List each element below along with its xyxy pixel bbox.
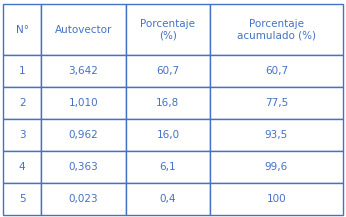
Bar [3, 151, 41, 183]
Bar [41, 55, 126, 87]
Bar [210, 183, 343, 215]
Text: 3,642: 3,642 [68, 66, 98, 76]
Text: 16,8: 16,8 [156, 98, 180, 108]
Text: 6,1: 6,1 [160, 162, 176, 172]
Text: Autovector: Autovector [54, 25, 112, 35]
Bar [210, 4, 343, 55]
Bar [126, 183, 210, 215]
Text: 1,010: 1,010 [68, 98, 98, 108]
Bar [210, 151, 343, 183]
Bar [210, 119, 343, 151]
Bar [41, 119, 126, 151]
Bar [3, 183, 41, 215]
Bar [126, 4, 210, 55]
Bar [3, 119, 41, 151]
Text: 0,023: 0,023 [68, 194, 98, 204]
Bar [210, 87, 343, 119]
Text: 1: 1 [19, 66, 25, 76]
Text: 5: 5 [19, 194, 25, 204]
Text: 77,5: 77,5 [265, 98, 288, 108]
Bar [41, 87, 126, 119]
Text: 2: 2 [19, 98, 25, 108]
Text: Porcentaje
acumulado (%): Porcentaje acumulado (%) [237, 19, 316, 40]
Bar [126, 151, 210, 183]
Bar [126, 87, 210, 119]
Text: 99,6: 99,6 [265, 162, 288, 172]
Bar [41, 183, 126, 215]
Text: 0,962: 0,962 [68, 130, 98, 140]
Text: N°: N° [16, 25, 29, 35]
Text: 4: 4 [19, 162, 25, 172]
Bar [41, 4, 126, 55]
Bar [210, 55, 343, 87]
Text: 100: 100 [267, 194, 286, 204]
Text: 0,363: 0,363 [68, 162, 98, 172]
Bar [126, 55, 210, 87]
Text: 60,7: 60,7 [156, 66, 180, 76]
Text: 60,7: 60,7 [265, 66, 288, 76]
Text: 3: 3 [19, 130, 25, 140]
Bar [126, 119, 210, 151]
Text: Porcentaje
(%): Porcentaje (%) [140, 19, 195, 40]
Bar [3, 4, 41, 55]
Bar [3, 87, 41, 119]
Text: 0,4: 0,4 [160, 194, 176, 204]
Bar [3, 55, 41, 87]
Text: 16,0: 16,0 [156, 130, 180, 140]
Bar [41, 151, 126, 183]
Text: 93,5: 93,5 [265, 130, 288, 140]
